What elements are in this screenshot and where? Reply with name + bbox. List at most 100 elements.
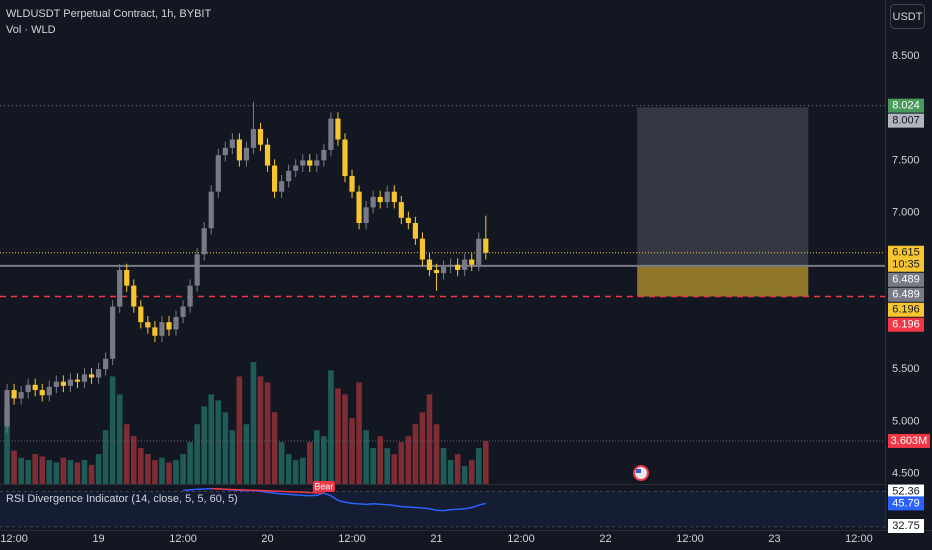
candle-body [279,181,285,192]
candle-body [103,358,109,370]
y-tick-label: 5.000 [892,415,920,427]
volume-bar [356,382,362,484]
candle-body [187,285,193,307]
plot-layer: Bear [0,101,885,528]
y-tick-label: 8.500 [892,50,920,62]
volume-bar [384,448,391,484]
price-badge-label: 6.196 [892,304,920,316]
volume-bar [412,424,419,484]
volume-bar [426,394,433,484]
volume-bar [180,454,186,484]
rsi-last-badge [888,496,924,511]
candle-body [377,196,383,203]
candle-body [476,238,482,265]
candle-body [455,264,461,270]
candle-body [447,264,454,267]
candle-body [32,384,38,391]
x-tick-label: 20 [261,533,273,545]
volume-bar [152,460,158,484]
candle-body [356,191,362,223]
volume-bar [46,460,53,484]
price-badge [888,98,924,113]
volume-bar [377,436,383,484]
candle-body [110,306,116,359]
candle-body [398,202,404,218]
candle-body [405,217,411,223]
volume-badge-label: 3.603M [891,435,928,447]
candle-body [271,165,278,192]
x-tick-label: 21 [430,533,442,545]
volume-bar [440,448,447,484]
volume-bar [419,412,426,484]
volume-bar [292,460,299,484]
price-badge-label: 8.024 [892,100,920,112]
candle-body [469,259,475,265]
volume-bar [398,442,405,484]
candle-body [131,285,137,307]
candle-body [257,129,264,145]
volume-bar [138,448,144,484]
candle-body [462,259,468,270]
volume-bar [18,457,24,484]
event-icon[interactable] [633,465,649,481]
price-badge-label: 6.489 [892,274,920,286]
volume-bar [328,370,334,484]
y-tick-label: 4.500 [892,467,920,479]
volume-bar [271,412,278,484]
volume-bar [306,442,313,484]
volume-bar [81,460,88,484]
volume-bar [405,436,412,484]
price-badge-label: 6.489 [892,289,920,301]
candle-body [166,322,172,330]
candle-body [46,386,52,396]
candle-body [243,147,250,161]
price-badge [888,113,924,128]
volume-bar [285,454,292,484]
volume-bar [229,430,236,484]
candle-body [349,176,355,192]
volume-bar [363,430,369,484]
candle-body [60,381,66,386]
volume-bar [39,456,46,484]
candle-body [342,139,348,177]
volume-bar [166,462,172,484]
candle-body [328,118,334,150]
y-tick-label: 7.000 [892,206,920,218]
rsi-level-badge [888,484,924,499]
candle-body [53,381,59,387]
volume-bar [243,424,250,484]
divergence-tag [312,481,335,492]
candle-body [363,207,369,223]
candle-body [229,139,235,148]
price-badge [888,317,924,332]
candle-body [81,374,88,382]
candle-body [152,327,158,336]
volume-bar [454,454,461,484]
volume-bar [109,376,116,484]
candle-body [201,228,207,255]
candle-body [419,238,426,260]
candle-body [321,149,327,161]
candle-body [286,170,292,182]
volume-bar [236,376,243,484]
chart-title: WLDUSDT Perpetual Contract, 1h, BYBIT [6,8,211,20]
volume-bar [187,442,193,484]
volume-bar [201,406,207,484]
divergence-label: Bear [314,481,333,491]
candle-body [300,160,306,166]
rsi-level-badge [888,519,924,533]
candle-body [117,269,123,307]
candle-body [159,322,165,336]
volume-legend: Vol · WLD [6,24,56,36]
x-tick-label: 19 [92,533,104,545]
volume-bar [342,394,348,484]
rsi-title: RSI Divergence Indicator (14, close, 5, … [6,493,238,505]
currency-button[interactable] [890,4,925,29]
candle-body [391,191,397,203]
flag-canton [636,469,641,473]
price-badge [888,287,924,302]
candle-body [4,390,10,427]
candle-body [236,139,242,161]
